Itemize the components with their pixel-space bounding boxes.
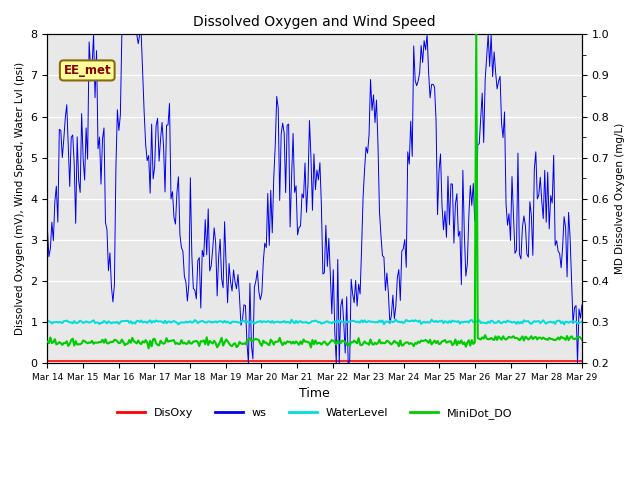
MiniDot_DO — [472, 32, 480, 37]
DisOxy — [277, 358, 285, 364]
Line: MiniDot_DO: MiniDot_DO — [47, 35, 582, 348]
ws — [231, 279, 239, 285]
ws — [551, 242, 559, 248]
ws — [44, 226, 51, 231]
DisOxy — [578, 358, 586, 364]
Text: EE_met: EE_met — [63, 64, 111, 77]
WaterLevel — [392, 317, 400, 323]
ws — [222, 262, 230, 267]
ws — [90, 32, 97, 37]
MiniDot_DO — [551, 337, 559, 343]
ws — [244, 360, 252, 366]
WaterLevel — [230, 319, 237, 324]
MiniDot_DO — [145, 346, 152, 351]
WaterLevel — [560, 322, 568, 327]
DisOxy — [548, 358, 556, 364]
MiniDot_DO — [222, 336, 230, 342]
DisOxy — [230, 358, 237, 364]
WaterLevel — [277, 319, 285, 325]
ws — [111, 282, 118, 288]
DisOxy — [203, 358, 211, 364]
Legend: DisOxy, ws, WaterLevel, MiniDot_DO: DisOxy, ws, WaterLevel, MiniDot_DO — [113, 403, 517, 423]
MiniDot_DO — [578, 337, 586, 343]
ws — [280, 130, 288, 136]
MiniDot_DO — [204, 342, 212, 348]
MiniDot_DO — [231, 340, 239, 346]
Line: ws: ws — [47, 35, 582, 363]
MiniDot_DO — [44, 339, 51, 345]
ws — [204, 206, 212, 212]
Title: Dissolved Oxygen and Wind Speed: Dissolved Oxygen and Wind Speed — [193, 15, 436, 29]
WaterLevel — [109, 320, 116, 325]
Line: WaterLevel: WaterLevel — [47, 320, 582, 324]
WaterLevel — [578, 319, 586, 324]
DisOxy — [44, 358, 51, 364]
WaterLevel — [44, 318, 51, 324]
Y-axis label: MD Dissolved Oxygen (mg/L): MD Dissolved Oxygen (mg/L) — [615, 123, 625, 274]
MiniDot_DO — [279, 342, 287, 348]
DisOxy — [109, 358, 116, 364]
DisOxy — [221, 358, 228, 364]
X-axis label: Time: Time — [300, 387, 330, 400]
Y-axis label: Dissolved Oxygen (mV), Wind Speed, Water Lvl (psi): Dissolved Oxygen (mV), Wind Speed, Water… — [15, 62, 25, 335]
WaterLevel — [221, 318, 228, 324]
WaterLevel — [550, 319, 557, 325]
MiniDot_DO — [109, 339, 116, 345]
WaterLevel — [203, 320, 211, 325]
ws — [578, 302, 586, 308]
